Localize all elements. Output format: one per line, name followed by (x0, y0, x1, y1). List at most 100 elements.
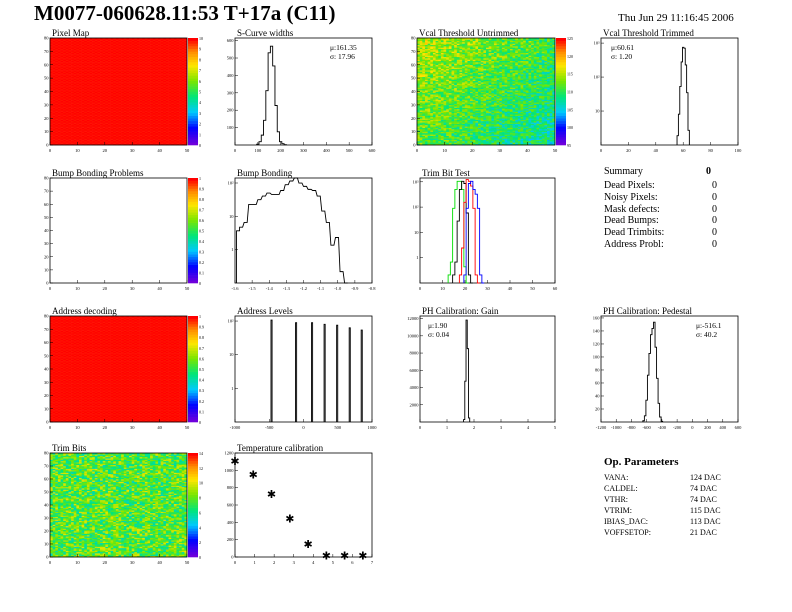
heatmap-cell (89, 118, 93, 120)
heatmap-cell (184, 140, 188, 143)
heatmap-cell (97, 60, 101, 63)
heatmap-cell (63, 59, 67, 62)
heatmap-cell (176, 103, 180, 106)
heatmap-cell (504, 142, 508, 144)
heatmap-cell (57, 115, 61, 118)
heatmap-cell (136, 44, 140, 47)
heatmap-cell (142, 108, 146, 111)
heatmap-cell (152, 119, 156, 122)
heatmap-cell (179, 140, 183, 143)
heatmap-cell (89, 91, 93, 94)
heatmap-cell (78, 90, 82, 92)
heatmap-cell (102, 58, 106, 60)
heatmap-cell (136, 43, 140, 45)
heatmap-cell (539, 135, 543, 138)
heatmap-cell (179, 87, 183, 90)
heatmap-cell (92, 143, 96, 146)
heatmap-cell (419, 142, 423, 144)
heatmap-cell (50, 92, 53, 95)
heatmap-cell (110, 78, 114, 80)
heatmap-cell (176, 56, 180, 59)
heatmap-cell (50, 107, 53, 110)
heatmap-cell (92, 106, 96, 108)
heatmap-cell (160, 74, 164, 76)
heatmap-cell (136, 107, 140, 110)
heatmap-cell (139, 59, 143, 62)
heatmap-cell (176, 40, 180, 43)
heatmap-cell (139, 114, 143, 116)
heatmap-cell (176, 38, 180, 40)
heatmap-cell (470, 135, 474, 138)
heatmap-cell (480, 140, 484, 143)
heatmap-cell (160, 71, 164, 74)
heatmap-cell (76, 115, 80, 118)
heatmap-cell (57, 87, 61, 90)
heatmap-cell (71, 82, 75, 84)
heatmap-cell (86, 130, 90, 132)
heatmap-cell (71, 115, 75, 118)
heatmap-cell (152, 99, 156, 102)
heatmap-cell (107, 38, 111, 40)
heatmap-cell (168, 76, 172, 79)
heatmap-cell (89, 40, 93, 43)
heatmap-cell (448, 134, 452, 136)
heatmap-cell (160, 106, 164, 108)
heatmap-cell (52, 134, 56, 136)
heatmap-cell (142, 100, 146, 103)
heatmap-cell (168, 102, 172, 104)
heatmap-cell (71, 56, 75, 59)
heatmap-cell (173, 132, 177, 135)
heatmap-cell (422, 142, 426, 144)
heatmap-cell (121, 38, 125, 40)
heatmap-cell (118, 135, 122, 138)
heatmap-cell (65, 80, 69, 83)
heatmap-cell (129, 112, 132, 115)
heatmap-cell (171, 60, 175, 63)
heatmap-cell (179, 104, 183, 107)
heatmap-cell (152, 134, 156, 136)
heatmap-cell (118, 126, 122, 128)
heatmap-cell (92, 76, 96, 79)
heatmap-cell (134, 104, 138, 107)
heatmap-cell (71, 54, 75, 56)
heatmap-cell (126, 84, 130, 87)
heatmap-cell (163, 66, 167, 68)
heatmap-cell (113, 142, 117, 144)
heatmap-cell (57, 134, 61, 136)
heatmap-cell (150, 114, 154, 116)
heatmap-cell (55, 122, 59, 124)
heatmap-cell (488, 138, 492, 140)
heatmap-cell (94, 127, 98, 130)
heatmap-cell (123, 102, 127, 104)
heatmap-cell (184, 143, 188, 146)
heatmap-cell (97, 76, 101, 79)
heatmap-cell (144, 72, 148, 75)
heatmap-cell (512, 139, 516, 142)
heatmap-cell (163, 104, 167, 107)
heatmap-cell (78, 120, 82, 123)
heatmap-cell (107, 83, 111, 86)
heatmap-cell (139, 92, 143, 95)
heatmap-cell (60, 91, 64, 94)
heatmap-cell (533, 140, 537, 143)
heatmap-cell (160, 100, 164, 103)
heatmap-cell (142, 99, 146, 102)
heatmap-cell (126, 62, 130, 64)
heatmap-cell (97, 100, 101, 103)
heatmap-cell (176, 126, 180, 128)
heatmap-cell (142, 136, 146, 139)
heatmap-cell (171, 127, 175, 130)
heatmap-cell (126, 78, 130, 80)
chart-title: Pixel Map (52, 28, 90, 38)
heatmap-cell (97, 107, 101, 110)
heatmap-cell (115, 115, 119, 118)
heatmap-cell (73, 91, 77, 94)
heatmap-cell (467, 131, 471, 134)
heatmap-cell (131, 143, 135, 146)
heatmap-cell (113, 99, 117, 102)
heatmap-cell (76, 84, 80, 87)
heatmap-cell (60, 96, 64, 99)
heatmap-cell (97, 104, 101, 107)
heatmap-cell (136, 82, 140, 84)
y-tick-label: 80 (44, 36, 49, 41)
